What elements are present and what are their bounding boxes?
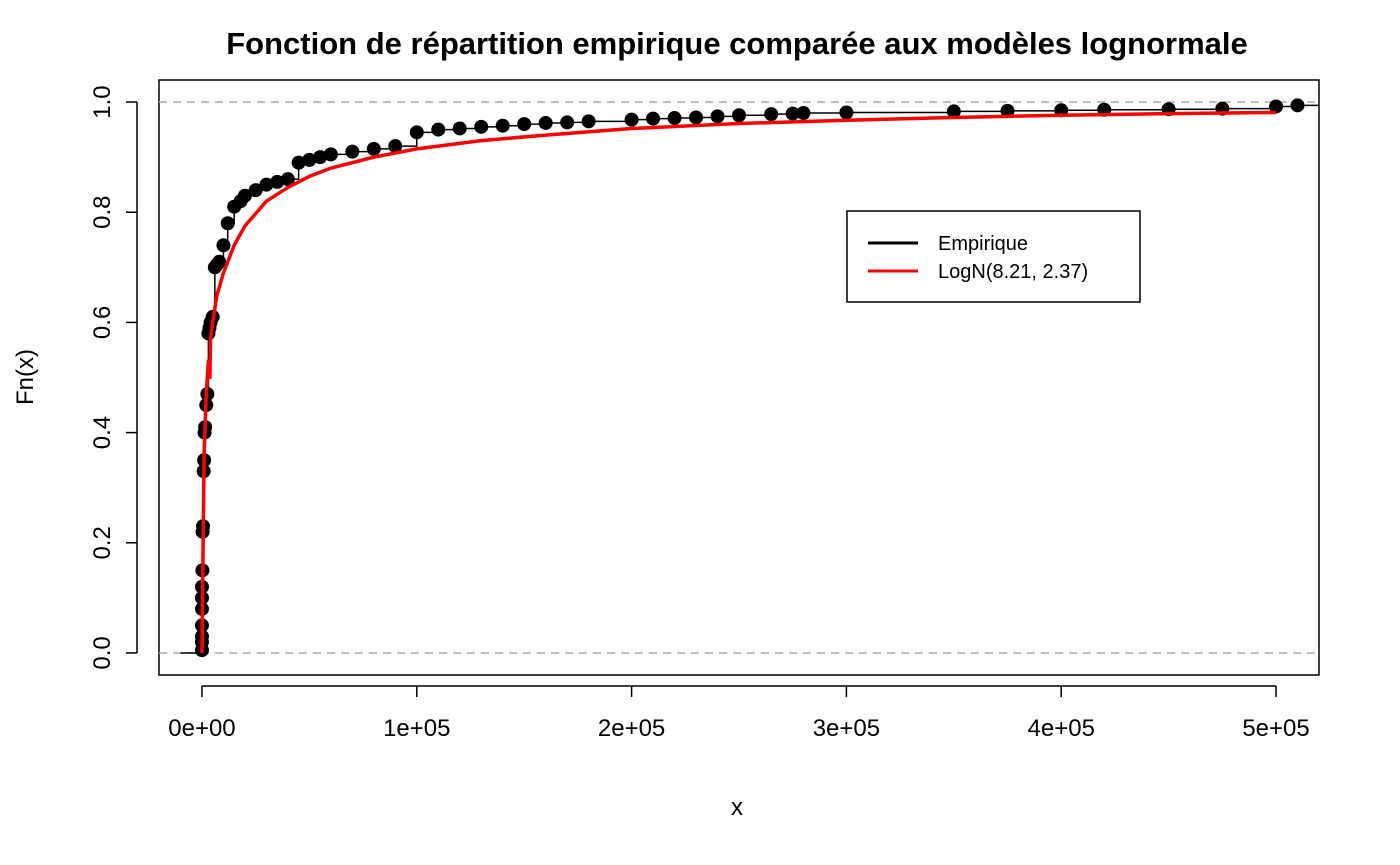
y-axis-label: Fn(x) xyxy=(12,349,39,405)
empirical-point xyxy=(259,177,274,192)
empirical-point xyxy=(538,115,553,130)
x-axis-label: x xyxy=(731,794,743,821)
y-tick-label: 0.4 xyxy=(89,416,116,449)
x-tick-label: 4e+05 xyxy=(1028,715,1095,742)
empirical-point xyxy=(345,144,360,159)
y-axis: 0.0 0.2 0.4 0.6 0.8 1.0 xyxy=(89,85,138,670)
empirical-point xyxy=(785,106,800,121)
empirical-point xyxy=(495,118,510,133)
x-tick-label: 5e+05 xyxy=(1242,715,1309,742)
empirical-step-line xyxy=(180,104,1319,654)
empirical-point xyxy=(409,125,424,140)
y-tick-label: 1.0 xyxy=(89,85,116,118)
x-axis: 0e+00 1e+05 2e+05 3e+05 4e+05 5e+05 xyxy=(168,685,1310,742)
plot-frame xyxy=(158,79,1320,676)
empirical-point xyxy=(1290,98,1305,113)
empirical-point xyxy=(667,111,682,126)
legend-label-lognormal: LogN(8.21, 2.37) xyxy=(938,261,1088,283)
x-tick-label: 3e+05 xyxy=(813,715,880,742)
empirical-point xyxy=(474,119,489,134)
empirical-point xyxy=(452,121,467,136)
empirical-point xyxy=(212,254,227,269)
legend-box xyxy=(846,210,1141,303)
empirical-point xyxy=(280,172,295,187)
empirical-point xyxy=(313,150,328,165)
reference-lines xyxy=(159,101,1319,654)
empirical-point xyxy=(1269,99,1284,114)
empirical-point xyxy=(248,183,263,198)
empirical-point xyxy=(1000,103,1015,118)
empirical-point xyxy=(796,106,811,121)
x-tick-label: 0e+00 xyxy=(168,715,235,742)
y-tick-label: 0.8 xyxy=(89,196,116,229)
empirical-point xyxy=(388,139,403,154)
empirical-point xyxy=(216,238,231,253)
empirical-point xyxy=(839,105,854,120)
empirical-point xyxy=(764,107,779,122)
empirical-point xyxy=(302,152,317,167)
empirical-point xyxy=(732,108,746,123)
empirical-point xyxy=(323,147,338,162)
y-tick-label: 0.6 xyxy=(89,306,116,339)
empirical-point xyxy=(237,188,252,203)
empirical-point xyxy=(220,216,235,231)
series-lognormal xyxy=(200,110,1277,653)
empirical-point xyxy=(560,115,575,130)
series-empirical xyxy=(180,98,1319,658)
empirical-point xyxy=(624,112,639,127)
empirical-point xyxy=(946,104,961,119)
chart-title: Fonction de répartition empirique compar… xyxy=(226,26,1248,61)
empirical-point xyxy=(710,109,725,124)
empirical-point xyxy=(366,141,381,156)
y-tick-label: 0.0 xyxy=(89,636,116,669)
empirical-point xyxy=(581,114,596,129)
x-tick-label: 1e+05 xyxy=(383,715,450,742)
y-tick-label: 0.2 xyxy=(89,526,116,559)
empirical-point xyxy=(270,174,285,189)
legend: Empirique LogN(8.21, 2.37) xyxy=(846,210,1141,303)
lognormal-curve xyxy=(200,110,1277,653)
x-tick-label: 2e+05 xyxy=(598,715,665,742)
empirical-point xyxy=(517,117,532,132)
empirical-point xyxy=(689,110,704,125)
legend-label-empirical: Empirique xyxy=(938,233,1028,255)
empirical-point xyxy=(646,111,661,126)
empirical-point xyxy=(291,155,306,170)
empirical-point xyxy=(431,122,446,137)
